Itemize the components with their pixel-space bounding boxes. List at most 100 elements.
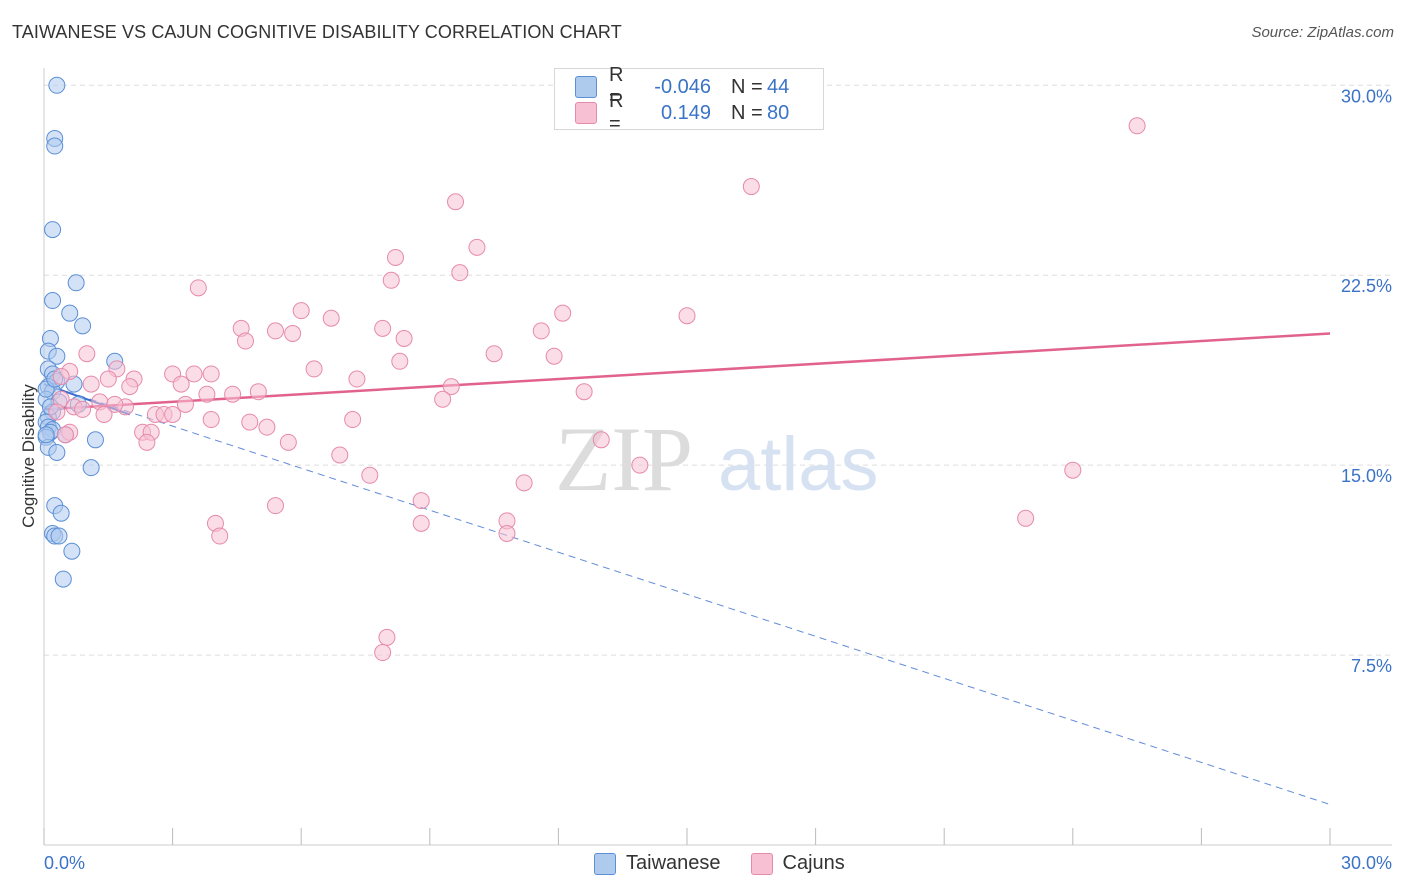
cajun-swatch (750, 852, 773, 875)
cajun-point (266, 322, 284, 340)
watermark-atlas: atlas (718, 422, 879, 507)
taiwanese-point (67, 274, 85, 292)
cajun-point (485, 345, 503, 363)
correlation-legend: R = -0.046 N = 44 R = 0.149 N = 80 (554, 64, 824, 135)
cajun-point (1128, 117, 1146, 135)
cajun-point (202, 365, 220, 383)
cajun-point (138, 433, 156, 451)
n-label: N = (731, 101, 763, 124)
taiwanese-point (46, 137, 64, 155)
y-axis-label: Cognitive Disability (19, 384, 38, 528)
cajun-point (434, 390, 452, 408)
watermark-zip: ZIP (555, 408, 693, 510)
cajun-point (575, 383, 593, 401)
cajun-point (412, 492, 430, 510)
cajun-point (344, 411, 362, 429)
cajun-point (382, 271, 400, 289)
taiwanese-point (86, 431, 104, 449)
cajun-point (515, 474, 533, 492)
n-value: 80 (767, 101, 790, 124)
cajun-point (545, 347, 563, 365)
source-label: Source: ZipAtlas.com (1251, 24, 1394, 41)
legend-label: Cajuns (782, 852, 845, 874)
cajun-point (742, 178, 760, 196)
cajun-point (305, 360, 323, 378)
cajun-point (106, 395, 124, 413)
cajun-point (99, 370, 117, 388)
cajun-point (224, 385, 242, 403)
cajun-point (391, 352, 409, 370)
cajun-point (74, 400, 92, 418)
taiwanese-point (63, 542, 81, 560)
taiwanese-point (50, 527, 68, 545)
cajun-point (121, 378, 139, 396)
cajun-point (348, 370, 366, 388)
cajun-point (1017, 509, 1035, 527)
cajun-point (211, 527, 229, 545)
taiwanese-point (54, 570, 72, 588)
cajun-point (48, 403, 66, 421)
cajun-point (241, 413, 259, 431)
taiwanese-point (48, 347, 66, 365)
legend-item-taiwanese: Taiwanese (594, 852, 721, 875)
y-tick-label: 22.5% (1341, 276, 1392, 296)
cajun-swatch (575, 102, 597, 124)
series-legend: Taiwanese Cajuns (594, 852, 875, 875)
cajun-point (176, 395, 194, 413)
taiwanese-point (44, 221, 62, 239)
cajun-point (95, 405, 113, 423)
cajun-point (631, 456, 649, 474)
cajun-point (258, 418, 276, 436)
cajun-point (198, 385, 216, 403)
r-value: -0.046 (654, 75, 711, 98)
cajun-point (554, 304, 572, 322)
cajun-point (322, 309, 340, 327)
cajun-point (442, 378, 460, 396)
cajun-point (249, 383, 267, 401)
x-tick-label: 30.0% (1341, 853, 1392, 873)
n-label: N = (731, 75, 763, 98)
cajun-points (48, 117, 1146, 662)
legend-row-cajun: R = 0.149 N = 80 (575, 90, 790, 135)
taiwanese-swatch (575, 76, 597, 98)
taiwanese-swatch (594, 852, 616, 875)
cajun-point (447, 193, 465, 211)
r-label: R = (609, 90, 624, 135)
cajun-point (172, 375, 190, 393)
cajun-point (395, 330, 413, 348)
taiwanese-point (37, 426, 55, 444)
taiwanese-trend-extension (43, 383, 1331, 805)
n-value: 44 (767, 75, 790, 98)
tick-labels: 7.5% 15.0% 22.5% 30.0% 0.0% 30.0% (44, 86, 1392, 873)
legend-item-cajun: Cajuns (750, 852, 845, 875)
cajun-point (532, 322, 550, 340)
y-tick-label: 15.0% (1341, 466, 1392, 486)
taiwanese-point (44, 292, 62, 310)
taiwanese-point (48, 76, 66, 94)
cajun-point (374, 644, 392, 662)
r-label: R = (609, 64, 624, 109)
x-tick-label: 0.0% (44, 853, 85, 873)
cajun-point (164, 405, 182, 423)
cajun-point (1064, 461, 1082, 479)
r-value: 0.149 (660, 101, 711, 124)
cajun-point (374, 319, 392, 337)
cajun-point (468, 238, 486, 256)
cajun-point (202, 411, 220, 429)
cajun-point (266, 497, 284, 515)
cajun-point (331, 446, 349, 464)
trend-lines (43, 332, 1331, 805)
taiwanese-points (37, 76, 124, 588)
cajun-point (292, 302, 310, 320)
cajun-point (82, 375, 100, 393)
cajun-point (678, 307, 696, 325)
cajun-point (52, 367, 70, 385)
legend-row-taiwanese: R = -0.046 N = 44 (575, 64, 790, 109)
cajun-point (185, 365, 203, 383)
cajun-point (451, 264, 469, 282)
cajun-point (78, 345, 96, 363)
cajun-point (284, 324, 302, 342)
cajun-point (279, 433, 297, 451)
cajun-point (236, 332, 254, 350)
